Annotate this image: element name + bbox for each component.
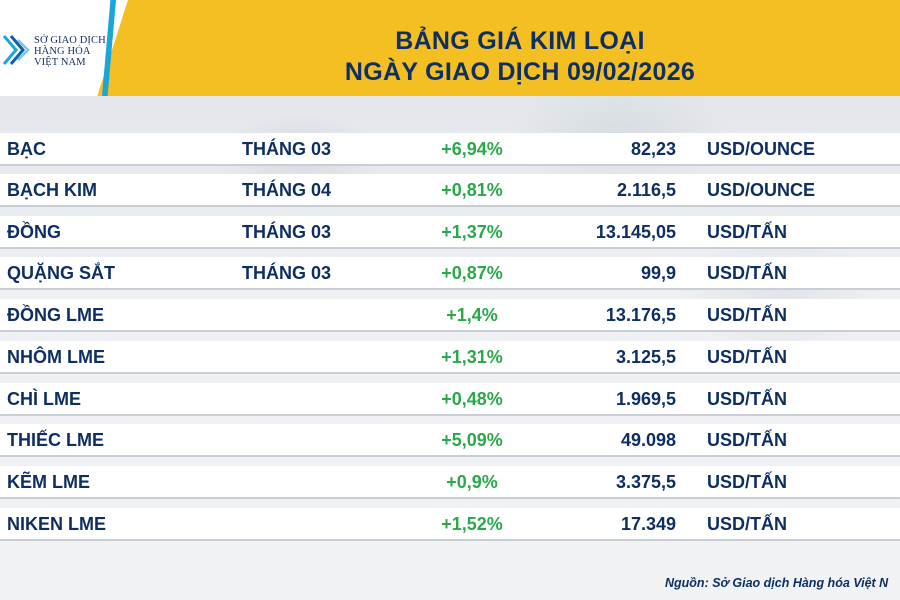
price-unit: USD/TẤN bbox=[707, 472, 787, 492]
price-change: +1,52% bbox=[441, 514, 503, 534]
table-row: THIẾC LME +5,09% 49.098 USD/TẤN bbox=[0, 424, 900, 457]
price-value: 49.098 bbox=[620, 430, 676, 450]
contract-month: THÁNG 03 bbox=[242, 222, 332, 242]
price-unit: USD/TẤN bbox=[707, 430, 787, 450]
table-row: BẠCH KIM THÁNG 04 +0,81% 2.116,5 USD/OUN… bbox=[0, 174, 900, 207]
metal-name: BẠC bbox=[7, 139, 46, 159]
price-value: 2.116,5 bbox=[616, 180, 676, 200]
metal-name: KẼM LME bbox=[7, 472, 90, 492]
metal-name: THIẾC LME bbox=[7, 430, 104, 450]
contract-month: THÁNG 03 bbox=[242, 263, 332, 283]
page-subtitle-date: NGÀY GIAO DỊCH 09/02/2026 bbox=[344, 58, 696, 86]
price-change: +0,48% bbox=[441, 389, 503, 409]
price-unit: USD/TẤN bbox=[707, 389, 787, 409]
price-value: 13.145,05 bbox=[595, 222, 676, 242]
price-unit: USD/TẤN bbox=[707, 222, 787, 242]
price-unit: USD/TẤN bbox=[707, 305, 787, 325]
price-change: +6,94% bbox=[441, 139, 503, 159]
price-unit: USD/OUNCE bbox=[707, 180, 816, 200]
logo-text: SỞ GIAO DỊCH HÀNG HÓA VIỆT NAM bbox=[34, 35, 106, 68]
table-row: ĐỒNG THÁNG 03 +1,37% 13.145,05 USD/TẤN bbox=[0, 216, 900, 249]
price-change: +0,87% bbox=[441, 263, 503, 283]
metal-name: BẠCH KIM bbox=[7, 180, 97, 200]
table-row: BẠC THÁNG 03 +6,94% 82,23 USD/OUNCE bbox=[0, 133, 900, 166]
price-value: 3.375,5 bbox=[615, 472, 676, 492]
table-row: NIKEN LME +1,52% 17.349 USD/TẤN bbox=[0, 508, 900, 541]
price-change: +1,31% bbox=[441, 347, 503, 367]
table-row: KẼM LME +0,9% 3.375,5 USD/TẤN bbox=[0, 466, 900, 499]
contract-month: THÁNG 04 bbox=[242, 180, 332, 200]
exchange-logo-icon bbox=[2, 35, 30, 65]
price-value: 3.125,5 bbox=[615, 347, 676, 367]
table-row: QUẶNG SẮT THÁNG 03 +0,87% 99,9 USD/TẤN bbox=[0, 257, 900, 290]
price-change: +0,81% bbox=[441, 180, 503, 200]
price-value: 17.349 bbox=[620, 514, 676, 534]
logo-line-2: HÀNG HÓA bbox=[34, 46, 91, 57]
metal-name: NHÔM LME bbox=[7, 347, 105, 367]
metal-name: ĐỒNG bbox=[7, 222, 61, 242]
page-title: BẢNG GIÁ KIM LOẠI bbox=[395, 27, 645, 55]
price-value: 1.969,5 bbox=[615, 389, 676, 409]
table-row: CHÌ LME +0,48% 1.969,5 USD/TẤN bbox=[0, 383, 900, 416]
price-change: +1,37% bbox=[441, 222, 503, 242]
metal-name: ĐỒNG LME bbox=[7, 305, 104, 325]
price-change: +1,4% bbox=[446, 305, 498, 325]
price-value: 82,23 bbox=[630, 139, 676, 159]
table-row: ĐỒNG LME +1,4% 13.176,5 USD/TẤN bbox=[0, 299, 900, 332]
price-unit: USD/OUNCE bbox=[707, 139, 816, 159]
table-row: NHÔM LME +1,31% 3.125,5 USD/TẤN bbox=[0, 341, 900, 374]
header-banner: SỞ GIAO DỊCH HÀNG HÓA VIỆT NAM BẢNG GIÁ … bbox=[0, 0, 900, 96]
price-unit: USD/TẤN bbox=[707, 514, 787, 534]
metal-name: CHÌ LME bbox=[7, 389, 81, 409]
price-value: 99,9 bbox=[640, 263, 676, 283]
source-note: Nguồn: Sở Giao dịch Hàng hóa Việt N bbox=[665, 576, 889, 590]
price-unit: USD/TẤN bbox=[707, 347, 787, 367]
price-unit: USD/TẤN bbox=[707, 263, 787, 283]
price-value: 13.176,5 bbox=[605, 305, 676, 325]
logo-line-1: SỞ GIAO DỊCH bbox=[34, 35, 106, 46]
logo-line-3: VIỆT NAM bbox=[34, 57, 86, 68]
price-change: +5,09% bbox=[441, 430, 503, 450]
metal-name: NIKEN LME bbox=[7, 514, 106, 534]
price-change: +0,9% bbox=[446, 472, 498, 492]
metal-name: QUẶNG SẮT bbox=[7, 263, 115, 283]
contract-month: THÁNG 03 bbox=[242, 139, 332, 159]
